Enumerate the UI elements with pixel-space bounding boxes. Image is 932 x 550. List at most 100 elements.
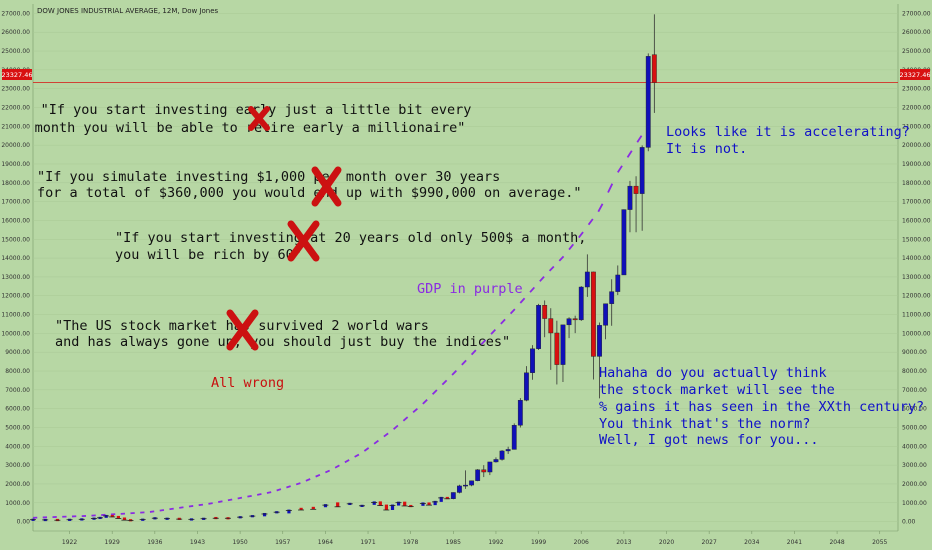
- gdp-dash: [393, 424, 399, 430]
- cross-mark-1: [248, 106, 270, 131]
- y-tick-label: 11000.00: [1, 312, 30, 319]
- y-tick-label: 14000.00: [902, 255, 931, 262]
- gdp-label: GDP in purple: [417, 281, 523, 297]
- gdp-dash: [529, 286, 536, 293]
- candle-body: [603, 303, 609, 326]
- candle-body-early: [396, 501, 401, 506]
- candles: [450, 14, 657, 500]
- candle-body-early: [323, 504, 328, 508]
- x-tick-label: 1978: [403, 539, 418, 546]
- candle-body: [511, 425, 517, 450]
- candle-body: [542, 304, 548, 319]
- y-tick-label: 17000.00: [902, 199, 931, 206]
- haha-line4: You think that's the norm?: [599, 416, 810, 432]
- candle-body: [627, 185, 633, 210]
- cross-mark-3: [287, 220, 320, 262]
- gdp-dash: [597, 203, 604, 213]
- gdp-dash: [558, 255, 565, 262]
- x-tick-label: 1992: [488, 539, 503, 546]
- y-tick-label: 7000.00: [902, 387, 927, 394]
- gdp-dash: [159, 509, 165, 512]
- y-tick-label: 23000.00: [1, 86, 30, 93]
- y-tick-label: 23000.00: [902, 86, 931, 93]
- quote4-line2: and has always gone up, you should just …: [55, 334, 510, 350]
- candle-body-early: [262, 512, 267, 517]
- gdp-dash: [334, 464, 340, 469]
- y-tick-label: 20000.00: [1, 142, 30, 149]
- gdp-dash: [519, 297, 526, 304]
- gdp-dash: [257, 493, 262, 496]
- gdp-dash: [461, 359, 467, 366]
- cross-mark-2: [311, 166, 342, 207]
- gdp-dash: [568, 243, 575, 251]
- y-tick-label: 25000.00: [1, 48, 30, 55]
- gdp-dash: [441, 379, 448, 386]
- y-tick-label: 25000.00: [902, 48, 931, 55]
- candle-body-early: [116, 515, 120, 519]
- haha-line1: Hahaha do you actually think: [599, 365, 827, 381]
- candle-body: [499, 450, 505, 460]
- y-tick-label: 3000.00: [5, 462, 30, 469]
- y-tick-label: 10000.00: [902, 330, 931, 337]
- y-tick-label: 20000.00: [902, 142, 931, 149]
- price-label-left: 23327.46: [1, 71, 32, 79]
- candle-body: [578, 286, 584, 321]
- candle-body-early: [110, 514, 114, 518]
- accel-line2: It is not.: [666, 141, 747, 157]
- gdp-dash: [169, 507, 174, 511]
- y-tick-label: 8000.00: [5, 368, 30, 375]
- candle-body: [505, 449, 511, 452]
- y-tick-label: 17000.00: [1, 199, 30, 206]
- y-tick-label: 18000.00: [902, 180, 931, 187]
- y-tick-label: 5000.00: [5, 424, 30, 431]
- price-tag-right: 23327.46: [899, 69, 931, 80]
- haha-line2: the stock market will see the: [599, 382, 835, 398]
- quote2-line2: for a total of $360,000 you would end up…: [37, 185, 582, 201]
- gdp-dash: [422, 399, 428, 405]
- y-tick-label: 19000.00: [902, 161, 931, 168]
- x-tick-label: 1999: [531, 539, 546, 546]
- y-tick-label: 14000.00: [1, 255, 30, 262]
- gdp-dash: [412, 407, 418, 414]
- gdp-dash: [149, 510, 155, 513]
- x-tick-label: 1964: [318, 539, 333, 546]
- candle-body: [457, 485, 462, 493]
- gdp-dash: [295, 482, 301, 486]
- gdp-dash: [188, 505, 194, 508]
- y-tick-label: 16000.00: [902, 217, 931, 224]
- candle-body: [536, 304, 541, 349]
- price-label-right: 23327.46: [899, 71, 930, 79]
- y-tick-label: 9000.00: [902, 349, 927, 356]
- candle-body-early: [299, 507, 303, 511]
- early-bars: [30, 496, 451, 522]
- gdp-dash: [402, 416, 409, 422]
- candle-body: [554, 332, 560, 365]
- y-tick-label: 2000.00: [5, 481, 30, 488]
- candle-body: [463, 484, 468, 487]
- gdp-dash: [373, 439, 379, 445]
- gdp-dash: [305, 478, 311, 482]
- gdp-series: [32, 135, 643, 519]
- accel-line1: Looks like it is accelerating?: [666, 124, 910, 140]
- y-tick-label: 27000.00: [1, 10, 30, 17]
- y-tick-label: 26000.00: [1, 29, 30, 36]
- gdp-dash: [198, 503, 204, 507]
- candle-body: [645, 56, 651, 148]
- y-tick-label: 1000.00: [902, 500, 927, 507]
- candle-body-early: [287, 509, 291, 514]
- x-tick-label: 1929: [105, 539, 120, 546]
- gdp-dash: [470, 349, 477, 356]
- y-tick-label: 26000.00: [902, 29, 931, 36]
- gdp-dash: [237, 496, 243, 500]
- x-tick-label: 2013: [616, 539, 631, 546]
- grid: [32, 4, 899, 532]
- x-tick-label: 1936: [147, 539, 162, 546]
- candle-body-early: [378, 501, 382, 506]
- y-tick-label: 12000.00: [902, 293, 931, 300]
- candle-body-early: [311, 506, 315, 510]
- candle-body-early: [122, 517, 127, 521]
- candle-body: [566, 318, 572, 326]
- y-tick-label: 21000.00: [1, 123, 30, 130]
- x-tick-label: 1922: [62, 539, 77, 546]
